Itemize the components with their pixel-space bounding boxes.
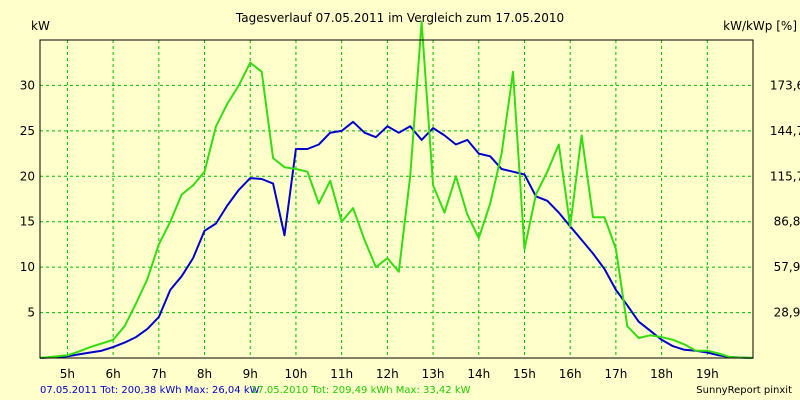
series-line-07.05.2011	[39, 120, 754, 359]
y-right-tick-label: 57,9	[774, 260, 800, 274]
series-line-17.05.2010	[39, 20, 754, 359]
left-axis-unit: kW	[31, 19, 50, 33]
series-lines	[39, 20, 754, 359]
x-tick-label: 16h	[559, 367, 582, 381]
y-right-tick-label: 28,9	[774, 306, 800, 320]
x-tick-label: 14h	[467, 367, 490, 381]
x-tick-label: 15h	[513, 367, 536, 381]
y-tick-label: 30	[20, 78, 35, 92]
grid	[40, 40, 753, 358]
legend-2010: 17.05.2010 Tot: 209,49 kWh Max: 33,42 kW	[251, 385, 471, 396]
x-tick-label: 18h	[650, 367, 673, 381]
x-tick-label: 19h	[696, 367, 719, 381]
y-axis-left: 5 10 15 20 25 30	[20, 78, 35, 319]
right-axis-unit: kW/kWp [%]	[723, 19, 797, 33]
y-tick-label: 15	[20, 215, 35, 229]
y-tick-label: 20	[20, 169, 35, 183]
y-right-tick-label: 115,7	[770, 169, 800, 183]
x-tick-label: 7h	[151, 367, 166, 381]
legend-2011: 07.05.2011 Tot: 200,38 kWh Max: 26,04 kW	[40, 385, 260, 396]
y-tick-label: 5	[27, 306, 35, 320]
chart-title: Tagesverlauf 07.05.2011 im Vergleich zum…	[235, 11, 564, 25]
x-tick-label: 12h	[376, 367, 399, 381]
x-tick-label: 11h	[330, 367, 353, 381]
x-tick-label: 13h	[422, 367, 445, 381]
y-axis-right: 28,9 57,9 86,8 115,7 144,7 173,6	[770, 78, 800, 319]
y-right-tick-label: 86,8	[774, 215, 800, 229]
x-tick-label: 8h	[197, 367, 212, 381]
x-tick-label: 10h	[285, 367, 308, 381]
credit-label: SunnyReport pinxit	[696, 385, 792, 396]
x-tick-label: 6h	[106, 367, 121, 381]
plot-frame	[39, 39, 754, 359]
x-tick-label: 17h	[604, 367, 627, 381]
x-tick-label: 9h	[243, 367, 258, 381]
y-right-tick-label: 173,6	[770, 78, 800, 92]
y-right-tick-label: 144,7	[770, 124, 800, 138]
y-tick-label: 10	[20, 260, 35, 274]
y-tick-label: 25	[20, 124, 35, 138]
x-tick-label: 5h	[60, 367, 75, 381]
x-axis: 5h 6h 7h 8h 9h 10h 11h 12h 13h 14h 15h 16h 17h 18h 19h	[60, 367, 719, 381]
